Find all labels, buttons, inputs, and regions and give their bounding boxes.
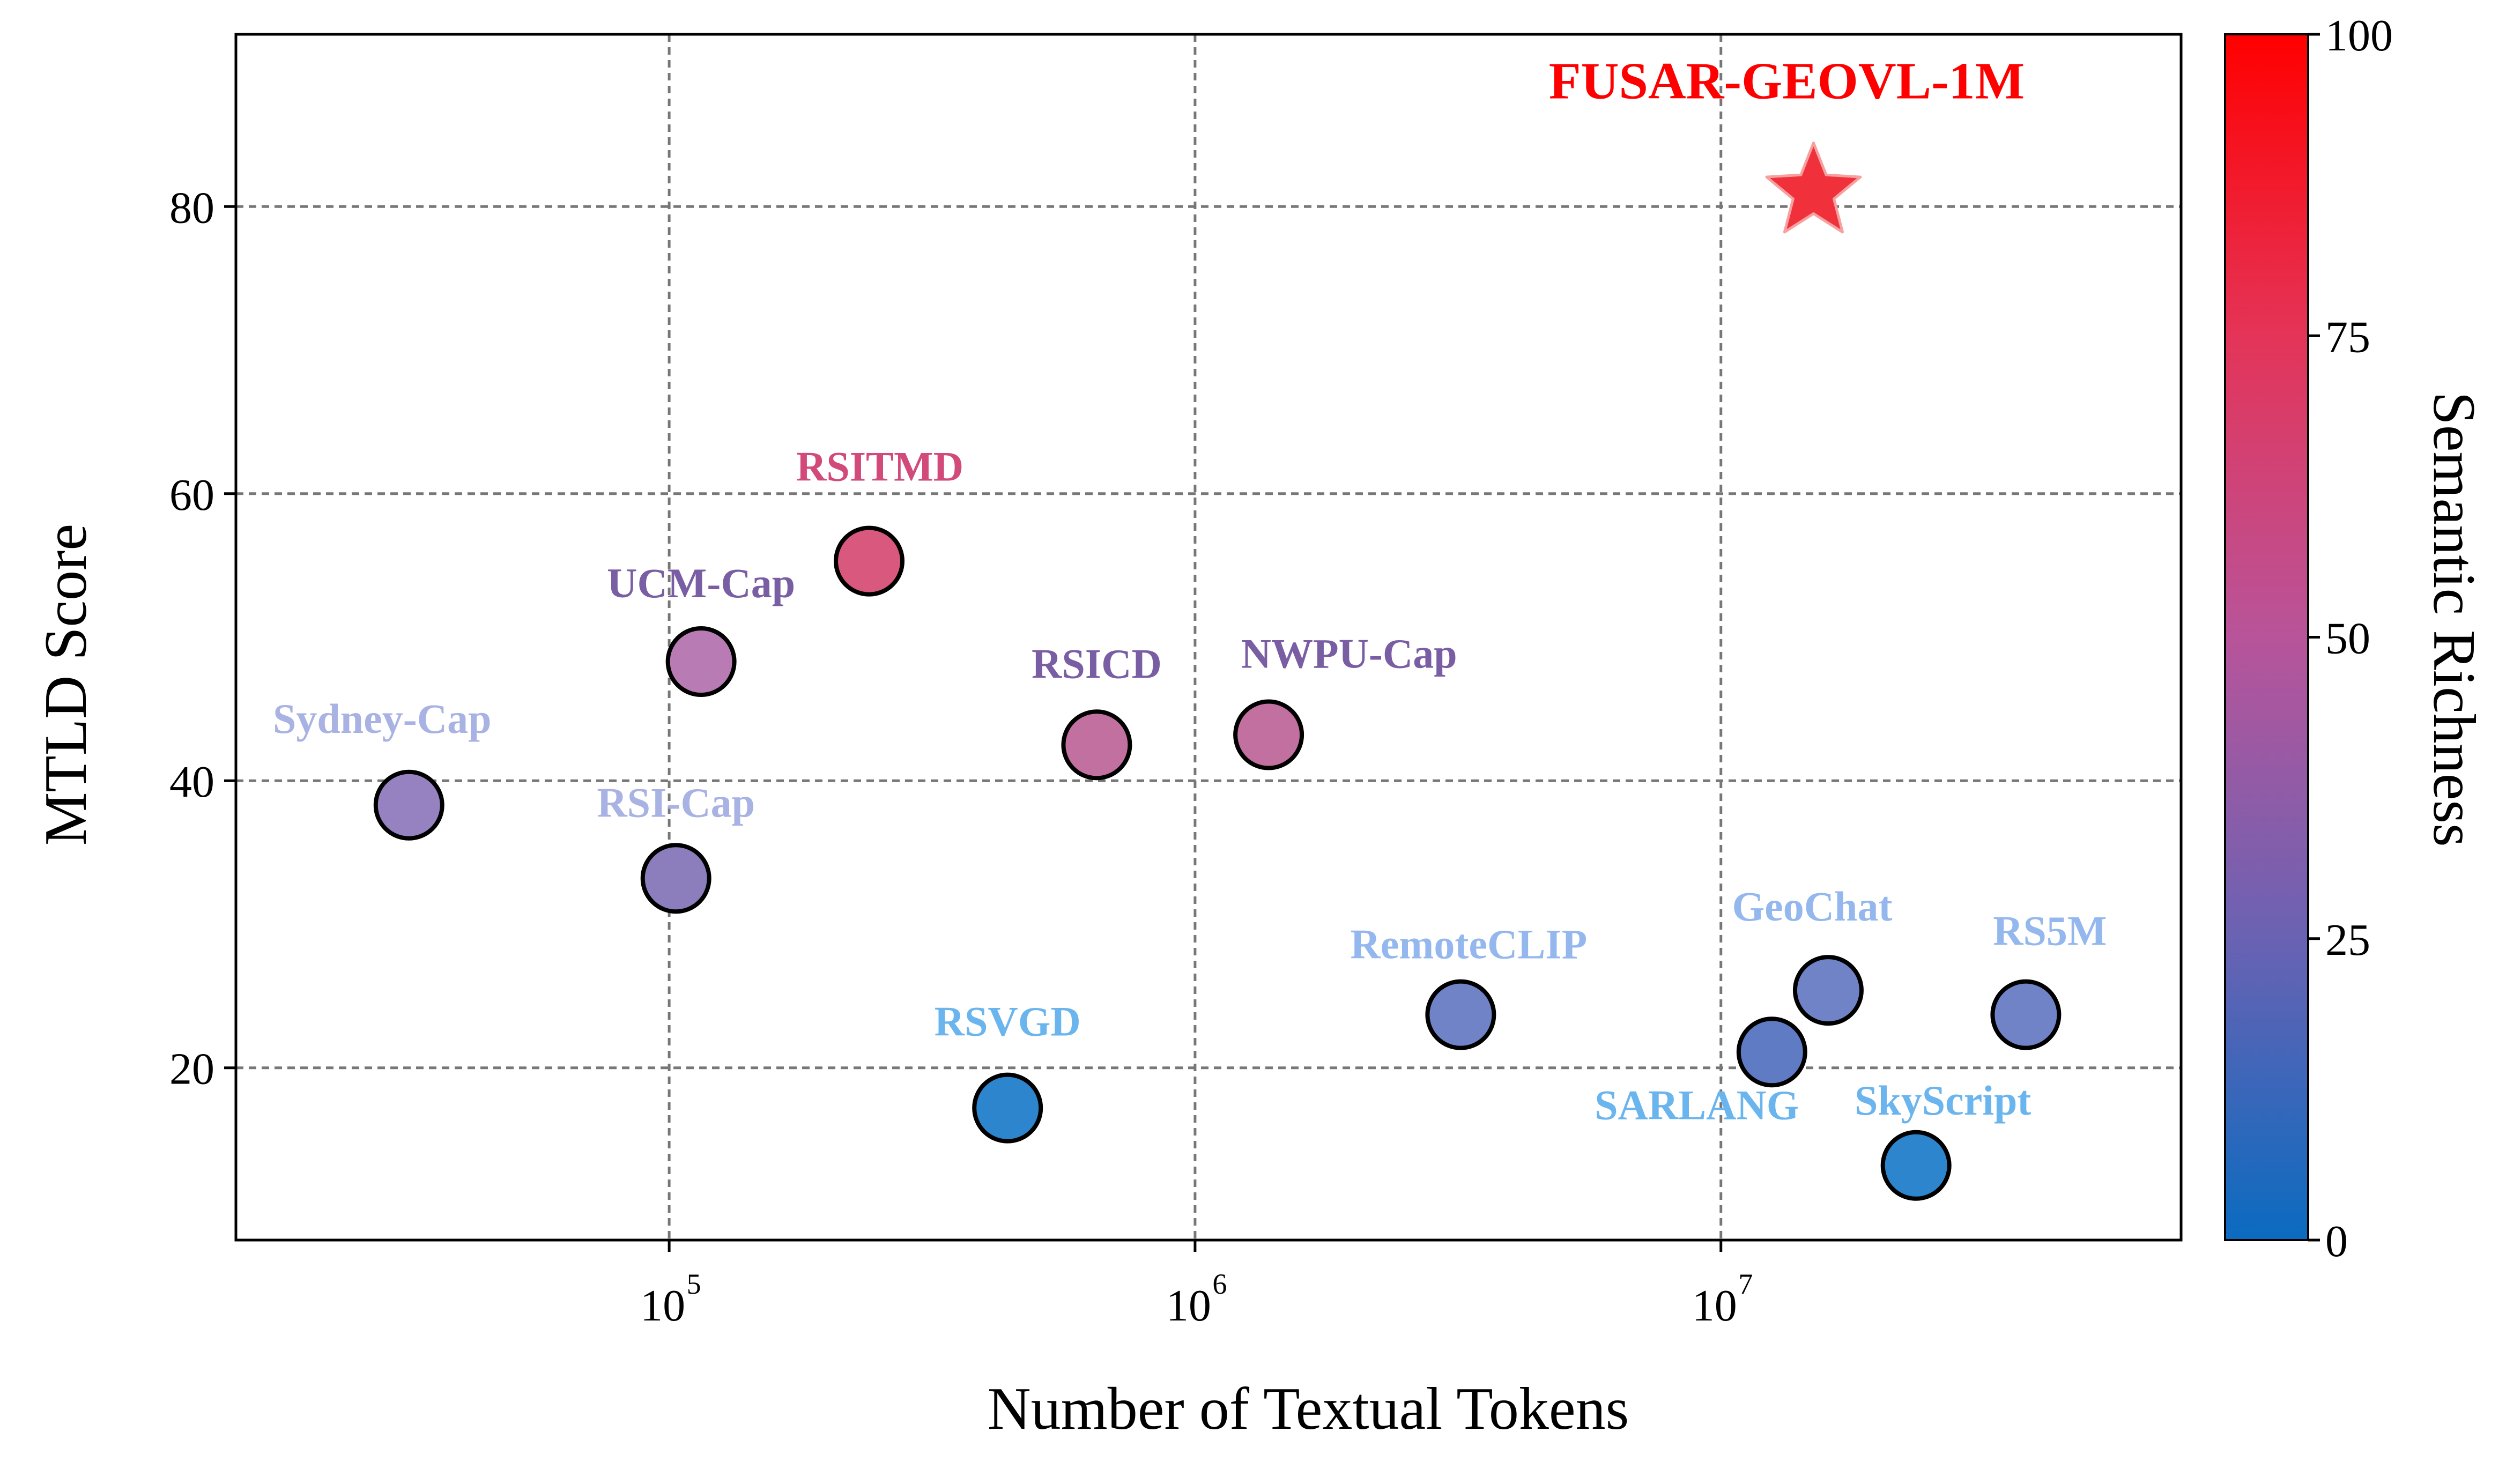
colorbar-gradient: [2224, 33, 2309, 1241]
data-point-skyscript: [1880, 1130, 1952, 1201]
y-tick-label: 40: [169, 757, 214, 807]
y-axis-ticks: 20 40 60 80: [169, 183, 236, 1094]
colorbar: 0 25 50 75 100: [2224, 11, 2393, 1266]
x-tick-exponent: 6: [1212, 1268, 1227, 1300]
x-tick-label: 10: [1166, 1281, 1211, 1331]
plot-frame: [234, 33, 2183, 1242]
data-point-rs5m: [1990, 979, 2062, 1050]
x-axis-ticks: 10 5 10 6 10 7: [640, 1240, 1753, 1331]
point-label: RSITMD: [796, 443, 963, 490]
highlight-star-marker: [1765, 142, 1862, 234]
colorbar-tick-label: 75: [2325, 312, 2370, 362]
data-point-nwpu-cap: [1233, 699, 1304, 770]
point-label: SARLANG: [1595, 1081, 1799, 1128]
x-tick-label: 10: [1692, 1281, 1737, 1331]
point-label: RSICD: [1032, 640, 1162, 687]
data-point-geochat: [1792, 955, 1864, 1026]
data-points: [373, 142, 2062, 1201]
point-label: UCM-Cap: [607, 560, 795, 606]
point-label: SkyScript: [1855, 1077, 2031, 1124]
point-label: GeoChat: [1732, 883, 1892, 930]
point-label: RSI-Cap: [597, 779, 755, 826]
highlight-label: FUSAR-GEOVL-1M: [1549, 53, 2025, 110]
colorbar-tick-label: 0: [2325, 1216, 2348, 1266]
point-label: RSVGD: [935, 998, 1081, 1045]
colorbar-tick-label: 50: [2325, 614, 2370, 664]
point-label: Sydney-Cap: [273, 695, 491, 742]
x-axis-label: Number of Textual Tokens: [988, 1376, 1629, 1442]
y-tick-label: 20: [169, 1044, 214, 1094]
colorbar-label: Semantic Richness: [2421, 391, 2487, 847]
data-point-rsvgd: [972, 1072, 1043, 1144]
data-point-rsi-cap: [640, 843, 711, 914]
x-tick-exponent: 7: [1738, 1268, 1753, 1300]
colorbar-tick-label: 25: [2325, 915, 2370, 965]
point-label: RemoteCLIP: [1350, 921, 1587, 968]
y-axis-label: MTLD Score: [33, 524, 99, 845]
data-point-ucm-cap: [665, 626, 737, 698]
colorbar-tick-label: 100: [2325, 11, 2393, 61]
x-tick-exponent: 5: [687, 1268, 701, 1300]
grid-lines: [236, 34, 2181, 1240]
data-point-sarlang: [1736, 1016, 1807, 1088]
y-tick-label: 60: [169, 470, 214, 520]
y-tick-label: 80: [169, 183, 214, 233]
x-tick-label: 10: [640, 1281, 685, 1331]
point-label: RS5M: [1993, 908, 2107, 954]
data-point-sydney-cap: [373, 769, 444, 841]
data-point-rsitmd: [834, 525, 905, 597]
point-labels: Sydney-Cap UCM-Cap RSI-Cap RSITMD RSICD NWPU-…: [273, 53, 2107, 1129]
point-label: NWPU-Cap: [1241, 630, 1457, 677]
data-point-rsicd: [1061, 709, 1132, 781]
data-point-remoteclip: [1425, 979, 1496, 1050]
